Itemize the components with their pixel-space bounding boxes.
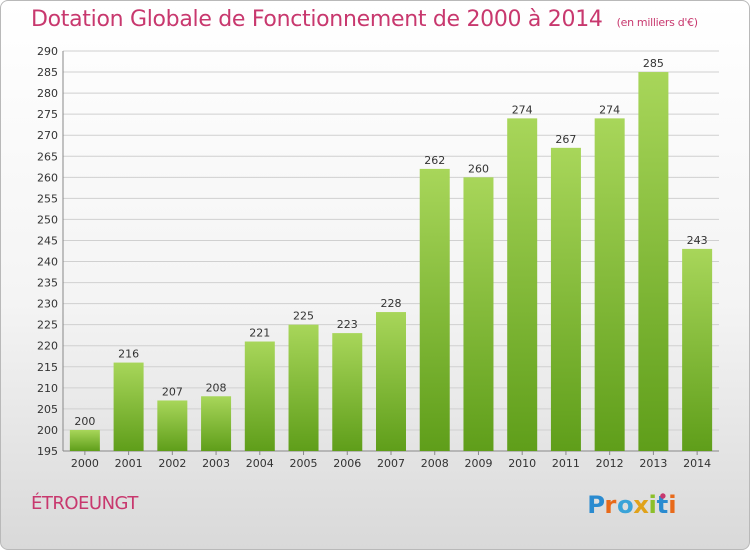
data-label: 221 [249, 327, 270, 340]
data-label: 216 [118, 348, 139, 361]
y-tick-label: 290 [37, 45, 58, 58]
bar [638, 72, 669, 451]
chart-title-text: Dotation Globale de Fonctionnement de 20… [31, 7, 603, 32]
y-tick-label: 275 [37, 108, 58, 121]
bar [550, 147, 581, 451]
data-label: 262 [424, 154, 445, 167]
bar [507, 118, 538, 452]
bar [288, 324, 319, 451]
bar [113, 362, 144, 451]
proxiti-logo: P r o x i t i [587, 490, 676, 519]
data-label: 223 [337, 318, 358, 331]
y-tick-label: 245 [37, 234, 58, 247]
y-tick-label: 225 [37, 319, 58, 332]
x-tick-label: 2013 [639, 457, 667, 470]
x-tick-label: 2006 [333, 457, 361, 470]
y-tick-label: 270 [37, 129, 58, 142]
y-tick-label: 220 [37, 340, 58, 353]
x-tick-label: 2005 [290, 457, 318, 470]
data-label: 207 [162, 385, 183, 398]
data-label: 260 [468, 162, 489, 175]
y-tick-label: 240 [37, 256, 58, 269]
bar [201, 396, 232, 451]
bar [332, 333, 363, 451]
x-tick-label: 2003 [202, 457, 230, 470]
svg-text:x: x [633, 490, 649, 519]
chart-subtitle: (en milliers d'€) [616, 16, 698, 29]
x-tick-label: 2001 [115, 457, 143, 470]
x-tick-label: 2011 [552, 457, 580, 470]
y-tick-label: 235 [37, 277, 58, 290]
x-tick-label: 2007 [377, 457, 405, 470]
y-tick-label: 215 [37, 361, 58, 374]
data-label: 274 [599, 103, 620, 116]
bar [376, 312, 406, 451]
y-tick-label: 230 [37, 298, 58, 311]
svg-text:P: P [587, 490, 605, 519]
bar [69, 429, 100, 451]
y-tick-label: 260 [37, 171, 58, 184]
bar [419, 168, 450, 452]
x-tick-label: 2009 [464, 457, 492, 470]
data-label: 267 [555, 133, 576, 146]
data-label: 285 [643, 57, 664, 70]
y-tick-label: 255 [37, 192, 58, 205]
bar [463, 177, 494, 451]
y-tick-label: 195 [37, 445, 58, 458]
x-tick-label: 2004 [246, 457, 274, 470]
x-tick-label: 2000 [71, 457, 99, 470]
x-tick-label: 2010 [508, 457, 536, 470]
svg-text:i: i [668, 490, 676, 519]
y-tick-label: 200 [37, 424, 58, 437]
svg-text:r: r [604, 490, 616, 519]
svg-text:i: i [649, 490, 657, 519]
chart-title: Dotation Globale de Fonctionnement de 20… [31, 7, 698, 32]
commune-name: ÉTROEUNGT [31, 493, 138, 514]
y-tick-label: 280 [37, 87, 58, 100]
data-label: 228 [381, 297, 402, 310]
data-label: 200 [74, 415, 95, 428]
svg-text:o: o [617, 490, 634, 519]
y-tick-label: 210 [37, 382, 58, 395]
x-tick-label: 2002 [158, 457, 186, 470]
bar [682, 248, 713, 451]
bar [594, 118, 625, 452]
svg-text:t: t [657, 490, 669, 519]
x-tick-label: 2008 [421, 457, 449, 470]
x-tick-label: 2012 [596, 457, 624, 470]
data-label: 274 [512, 103, 533, 116]
y-tick-label: 205 [37, 403, 58, 416]
x-tick-label: 2014 [683, 457, 711, 470]
data-label: 208 [206, 381, 227, 394]
y-tick-label: 285 [37, 66, 58, 79]
bar [157, 400, 188, 451]
data-label: 243 [687, 234, 708, 247]
y-tick-label: 250 [37, 213, 58, 226]
y-tick-label: 265 [37, 150, 58, 163]
bar [244, 341, 275, 451]
data-label: 225 [293, 310, 314, 323]
